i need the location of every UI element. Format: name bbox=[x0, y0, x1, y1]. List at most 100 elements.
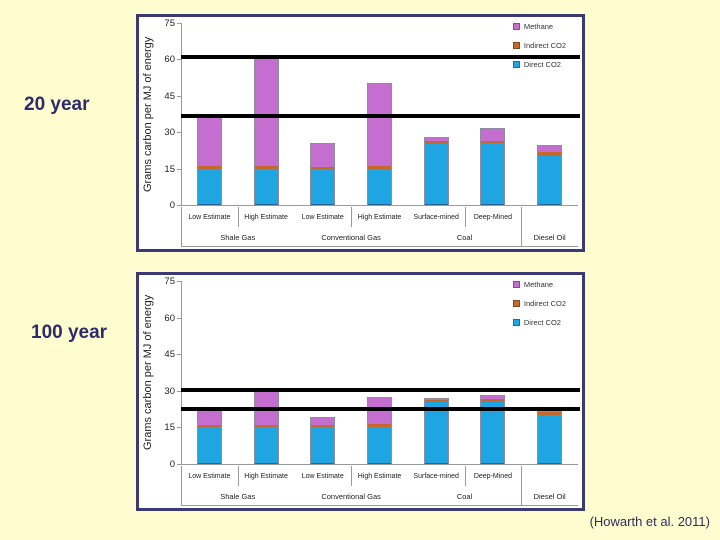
x-group-label: Diesel Oil bbox=[533, 232, 566, 242]
x-group-label: Coal bbox=[456, 491, 473, 501]
y-tick-label: 60 bbox=[164, 312, 175, 324]
y-tick-mark bbox=[177, 23, 181, 24]
bar-segment-indirect_co2 bbox=[424, 399, 448, 403]
legend-label: Indirect CO2 bbox=[523, 41, 566, 50]
bar-outline bbox=[310, 416, 336, 464]
label-area-bottom-line bbox=[181, 505, 578, 506]
x-axis-line bbox=[181, 205, 578, 206]
x-category-label bbox=[521, 466, 578, 486]
direct_co2-swatch bbox=[512, 319, 520, 326]
x-group-label: Shale Gas bbox=[220, 232, 256, 242]
bar-segment-indirect_co2 bbox=[254, 424, 278, 428]
x-category-label: High Estimate bbox=[244, 472, 288, 480]
bar-segment-direct_co2 bbox=[481, 401, 505, 464]
legend-item: Indirect CO2 bbox=[512, 36, 566, 55]
citation: (Howarth et al. 2011) bbox=[589, 514, 710, 529]
x-category-label: Low Estimate bbox=[301, 213, 344, 221]
y-tick-mark bbox=[177, 205, 181, 206]
bar-segment-methane bbox=[481, 396, 505, 400]
bar-segment-indirect_co2 bbox=[311, 425, 335, 428]
y-tick-label: 15 bbox=[164, 163, 175, 175]
axis-divider bbox=[351, 207, 353, 227]
bar-segment-indirect_co2 bbox=[311, 166, 335, 169]
y-tick-label: 60 bbox=[164, 54, 175, 66]
bar-segment-direct_co2 bbox=[368, 168, 391, 205]
bar-segment-direct_co2 bbox=[254, 168, 278, 205]
bar-segment-indirect_co2 bbox=[197, 166, 221, 169]
legend: Methane Indirect CO2 Direct CO2 bbox=[512, 17, 566, 74]
y-tick-label: 75 bbox=[164, 276, 175, 287]
y-tick-label: 45 bbox=[164, 90, 175, 102]
y-tick-mark bbox=[177, 281, 181, 282]
bar-outline bbox=[480, 127, 506, 205]
bar-outline bbox=[480, 395, 506, 464]
y-tick-label: 15 bbox=[164, 422, 175, 434]
axis-divider bbox=[464, 207, 466, 227]
legend-label: Direct CO2 bbox=[523, 60, 561, 69]
axis-divider bbox=[521, 466, 523, 505]
bar-segment-indirect_co2 bbox=[538, 151, 562, 157]
methane-swatch bbox=[512, 281, 520, 288]
x-category-label: Low Estimate bbox=[188, 213, 231, 221]
x-category-label bbox=[521, 207, 578, 227]
y-tick-label: 75 bbox=[164, 18, 175, 29]
reference-line bbox=[181, 113, 580, 118]
bar-segment-indirect_co2 bbox=[368, 166, 391, 169]
bar-outline bbox=[196, 115, 222, 205]
bar-segment-methane bbox=[197, 116, 221, 167]
bar-segment-direct_co2 bbox=[538, 415, 562, 464]
legend-item: Methane bbox=[512, 17, 566, 36]
chart-20-year: Grams carbon per MJ of energy 0 15 30 45 60 75… bbox=[136, 14, 585, 252]
bar-outline bbox=[423, 137, 449, 205]
x-category-label: Low Estimate bbox=[188, 472, 231, 480]
x-category-label: Surface-mined bbox=[413, 213, 459, 221]
y-axis-title: Grams carbon per MJ of energy bbox=[142, 36, 154, 192]
x-category-label: High Estimate bbox=[357, 213, 402, 221]
bar-segment-direct_co2 bbox=[254, 427, 278, 464]
x-group-label: Coal bbox=[456, 232, 473, 242]
bar-outline bbox=[367, 396, 392, 464]
bar-segment-indirect_co2 bbox=[197, 424, 221, 428]
x-category-label: Deep-Mined bbox=[473, 213, 512, 221]
indirect_co2-swatch bbox=[512, 42, 520, 49]
y-axis-line bbox=[181, 281, 182, 464]
bar-segment-direct_co2 bbox=[538, 156, 562, 205]
bar-segment-indirect_co2 bbox=[368, 424, 391, 428]
axis-divider bbox=[237, 207, 239, 227]
bar-segment-methane bbox=[538, 145, 562, 152]
bar-segment-indirect_co2 bbox=[538, 411, 562, 416]
axis-divider bbox=[351, 466, 353, 486]
axis-divider bbox=[237, 466, 239, 486]
methane-swatch bbox=[512, 23, 520, 30]
legend-label: Methane bbox=[523, 280, 554, 289]
legend-label: Methane bbox=[523, 22, 554, 31]
x-category-label: Deep-Mined bbox=[473, 472, 512, 480]
y-tick-mark bbox=[177, 390, 181, 392]
x-category-label: High Estimate bbox=[244, 213, 288, 221]
bar-segment-direct_co2 bbox=[311, 427, 335, 464]
y-tick-label: 30 bbox=[164, 385, 175, 397]
legend-item: Direct CO2 bbox=[512, 313, 566, 332]
legend-label: Direct CO2 bbox=[523, 318, 561, 327]
label-100-year: 100 year bbox=[31, 322, 108, 343]
bar-segment-direct_co2 bbox=[197, 168, 221, 205]
reference-line bbox=[181, 407, 580, 412]
bar-segment-direct_co2 bbox=[481, 143, 505, 205]
bar-outline bbox=[310, 142, 336, 205]
bar-outline bbox=[537, 408, 563, 464]
bar-segment-direct_co2 bbox=[197, 427, 221, 464]
x-category-label: Low Estimate bbox=[301, 472, 344, 480]
y-tick-mark bbox=[177, 95, 181, 97]
bar-segment-indirect_co2 bbox=[254, 166, 278, 169]
y-tick-label: 45 bbox=[164, 349, 175, 361]
reference-line bbox=[181, 54, 580, 59]
x-group-label: Shale Gas bbox=[220, 491, 256, 501]
bar-outline bbox=[253, 389, 279, 464]
y-tick-mark bbox=[177, 354, 181, 356]
y-tick-label: 0 bbox=[169, 459, 175, 470]
bar-segment-indirect_co2 bbox=[481, 399, 505, 402]
direct_co2-swatch bbox=[512, 61, 520, 68]
label-area-bottom-line bbox=[181, 246, 578, 247]
x-axis-line bbox=[181, 464, 578, 465]
